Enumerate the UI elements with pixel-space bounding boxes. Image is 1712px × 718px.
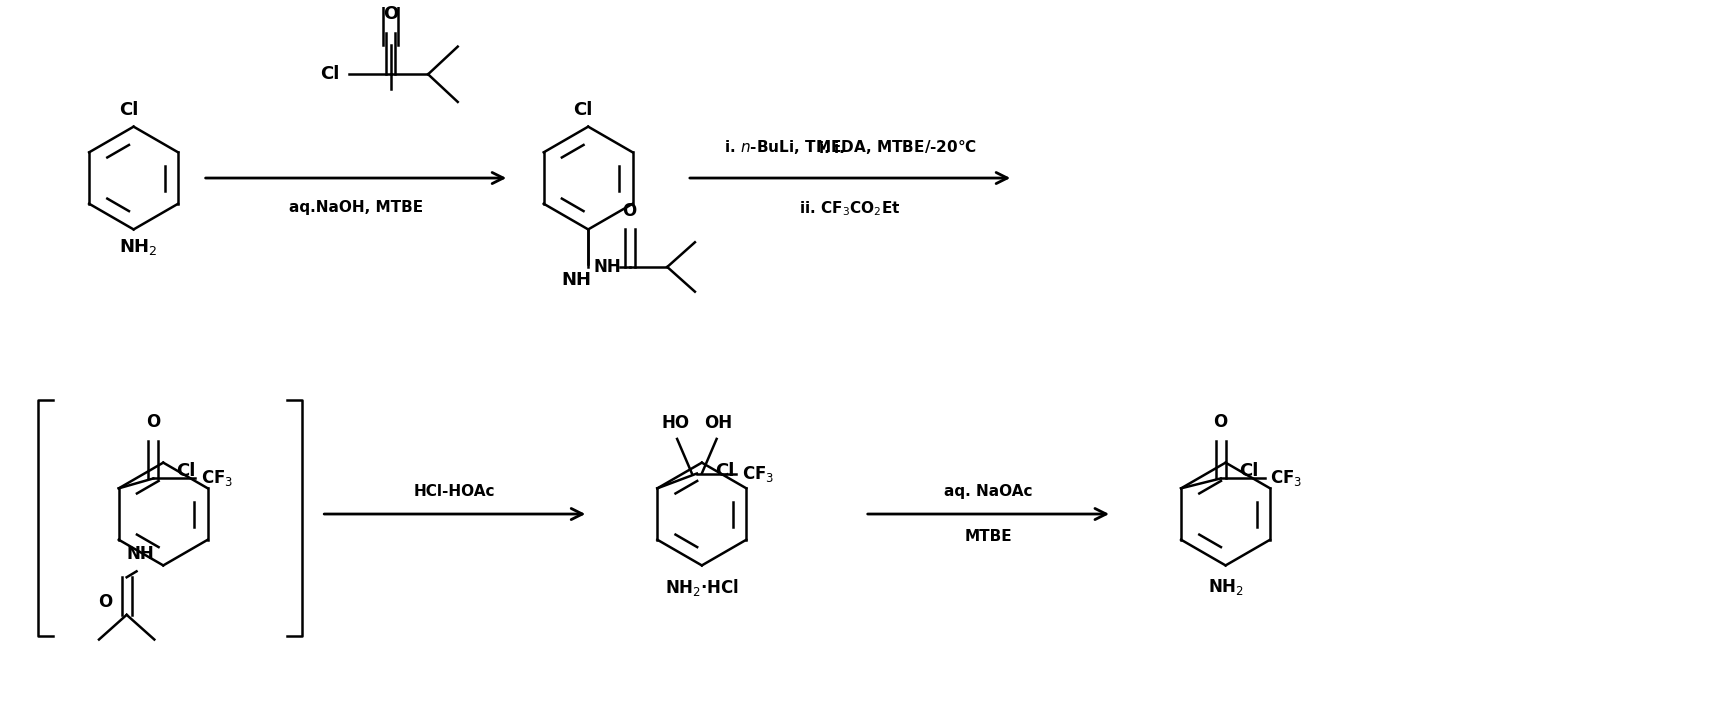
Text: Cl: Cl — [1239, 462, 1258, 480]
Text: aq.NaOH, MTBE: aq.NaOH, MTBE — [289, 200, 423, 215]
Text: O: O — [146, 413, 161, 431]
Text: O: O — [623, 202, 637, 220]
Text: Cl: Cl — [118, 101, 139, 118]
Text: Cl: Cl — [716, 462, 734, 480]
Text: i.: i. — [820, 141, 835, 157]
Text: i.: i. — [834, 141, 851, 157]
Text: O: O — [1214, 413, 1228, 431]
Text: CF$_3$: CF$_3$ — [200, 468, 233, 488]
Text: NH$_2$: NH$_2$ — [120, 238, 158, 257]
Text: NH$_2$: NH$_2$ — [1207, 577, 1243, 597]
Text: Cl: Cl — [320, 65, 339, 83]
Text: NH: NH — [127, 545, 154, 563]
Text: CF$_3$: CF$_3$ — [1270, 468, 1303, 488]
Text: CF$_3$: CF$_3$ — [743, 464, 774, 483]
Text: ii. CF$_3$CO$_2$Et: ii. CF$_3$CO$_2$Et — [800, 200, 901, 218]
Text: NH: NH — [562, 271, 591, 289]
Text: O: O — [383, 5, 399, 23]
Text: i. $\it{n}$-BuLi, TMEDA, MTBE/-20°C: i. $\it{n}$-BuLi, TMEDA, MTBE/-20°C — [724, 139, 976, 157]
Text: NH$_2$·HCl: NH$_2$·HCl — [664, 577, 740, 598]
Text: HCl-HOAc: HCl-HOAc — [414, 484, 495, 499]
Text: HO: HO — [661, 414, 690, 432]
Text: OH: OH — [705, 414, 733, 432]
Text: MTBE: MTBE — [964, 529, 1012, 544]
Text: O: O — [98, 593, 111, 611]
Text: aq. NaOAc: aq. NaOAc — [945, 484, 1032, 499]
Text: NH: NH — [592, 258, 621, 276]
Text: Cl: Cl — [574, 101, 592, 118]
Text: Cl: Cl — [176, 462, 195, 480]
